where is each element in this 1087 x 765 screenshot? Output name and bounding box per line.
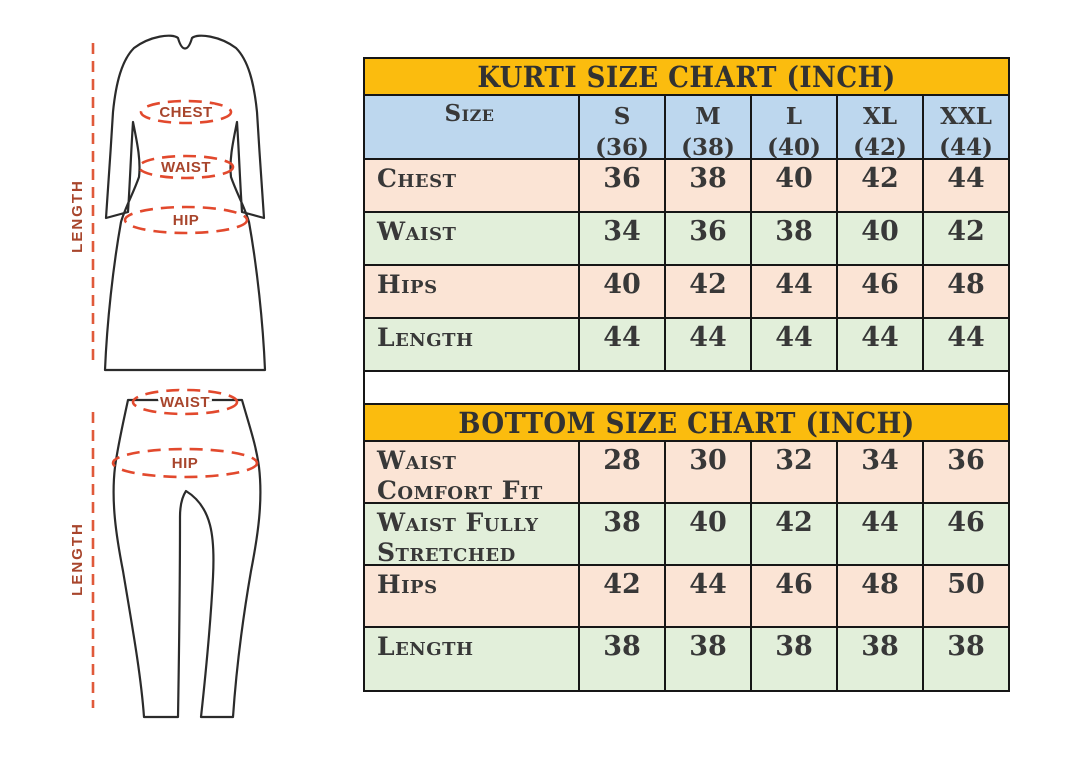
row-label: Hips (365, 566, 580, 626)
row-label: Waist (365, 213, 580, 264)
cell-value: 40 (580, 266, 666, 317)
cell-value: 38 (580, 504, 666, 564)
cell-value: 44 (752, 266, 838, 317)
cell-value: 44 (666, 566, 752, 626)
kurti-length-label: LENGTH (69, 179, 86, 253)
row-label: Waist Fully Stretched (365, 504, 580, 567)
cell-value: 46 (752, 566, 838, 626)
size-number: (44) (939, 134, 993, 162)
cell-value: 32 (752, 442, 838, 502)
table-row-hips: Hips 40 42 44 46 48 (365, 266, 1008, 319)
chart-spacer (365, 372, 1008, 405)
size-code: S (613, 103, 631, 130)
table-row-waist-comfort-fit: Waist Comfort Fit 28 30 32 34 36 (365, 442, 1008, 505)
cell-value: 40 (838, 213, 924, 264)
cell-value: 28 (580, 442, 666, 502)
cell-value: 42 (752, 504, 838, 564)
cell-value: 44 (666, 319, 752, 370)
pants-waist-label: WAIST (160, 394, 210, 411)
row-label: Length (365, 628, 580, 690)
table-row-bottom-hips: Hips 42 44 46 48 50 (365, 566, 1008, 628)
cell-value: 38 (666, 160, 752, 211)
cell-value: 40 (666, 504, 752, 564)
cell-value: 38 (752, 628, 838, 690)
pants-hip-label: HIP (172, 455, 199, 472)
pants-outline (112, 398, 262, 719)
pants-hip-ellipse (111, 447, 259, 479)
kurti-hip-label: HIP (173, 212, 200, 229)
size-tables: KURTI SIZE CHART (INCH) Size S (36) M (3… (363, 57, 1010, 692)
table-row-length: Length 44 44 44 44 44 (365, 319, 1008, 372)
column-header-xxl: XXL (44) (924, 96, 1008, 161)
cell-value: 34 (580, 213, 666, 264)
cell-value: 40 (752, 160, 838, 211)
cell-value: 44 (947, 322, 985, 353)
size-number: (42) (853, 134, 907, 162)
size-header-cell: Size (365, 96, 580, 158)
size-number: (40) (767, 134, 821, 162)
cell-value: 46 (947, 507, 985, 538)
table-row-waist: Waist 34 36 38 40 42 (365, 213, 1008, 266)
pants-length-label: LENGTH (69, 522, 86, 596)
cell-value: 44 (580, 319, 666, 370)
cell-value: 42 (947, 216, 985, 247)
kurti-waist-ellipse (137, 154, 235, 180)
row-label: Hips (365, 266, 580, 317)
cell-value: 38 (666, 628, 752, 690)
size-code: M (695, 103, 721, 130)
size-number: (36) (595, 134, 649, 162)
cell-value: 30 (666, 442, 752, 502)
table-row-chest: Chest 36 38 40 42 44 (365, 160, 1008, 213)
row-label: Chest (365, 160, 580, 211)
cell-value: 48 (947, 269, 985, 300)
cell-value: 48 (838, 566, 924, 626)
cell-value: 42 (580, 566, 666, 626)
kurti-header-row: Size S (36) M (38) L (40) XL (42) XXL (4… (365, 96, 1008, 161)
cell-value: 44 (838, 504, 924, 564)
kurti-chart-title: KURTI SIZE CHART (INCH) (365, 59, 1008, 96)
column-header-m: M (38) (666, 96, 752, 161)
cell-value: 36 (666, 213, 752, 264)
cell-value: 44 (947, 163, 985, 194)
table-row-waist-fully-stretched: Waist Fully Stretched 38 40 42 44 46 (365, 504, 1008, 567)
cell-value: 42 (838, 160, 924, 211)
column-header-xl: XL (42) (838, 96, 924, 161)
size-number: (38) (681, 134, 735, 162)
cell-value: 34 (838, 442, 924, 502)
cell-value: 38 (947, 631, 985, 662)
row-label: Waist Comfort Fit (365, 442, 580, 505)
kurti-garment-diagram: CHEST WAIST HIP LENGTH (69, 34, 267, 372)
size-code: XL (862, 103, 898, 130)
kurti-hip-ellipse (123, 205, 249, 235)
cell-value: 46 (838, 266, 924, 317)
column-header-s: S (36) (580, 96, 666, 161)
column-header-l: L (40) (752, 96, 838, 161)
cell-value: 44 (752, 319, 838, 370)
bottom-garment-diagram: WAIST HIP LENGTH (69, 388, 262, 719)
kurti-waist-label: WAIST (161, 159, 211, 176)
cell-value: 50 (947, 569, 985, 600)
cell-value: 38 (580, 628, 666, 690)
pants-waist-ellipse (131, 388, 239, 416)
kurti-chest-label: CHEST (159, 104, 212, 121)
bottom-chart-title: BOTTOM SIZE CHART (INCH) (365, 405, 1008, 442)
row-label: Length (365, 319, 580, 370)
table-row-bottom-length: Length 38 38 38 38 38 (365, 628, 1008, 690)
cell-value: 36 (580, 160, 666, 211)
cell-value: 44 (838, 319, 924, 370)
size-code: XXL (940, 103, 992, 130)
cell-value: 38 (752, 213, 838, 264)
cell-value: 42 (666, 266, 752, 317)
kurti-outline (103, 34, 267, 372)
kurti-chest-ellipse (139, 99, 233, 125)
cell-value: 38 (838, 628, 924, 690)
size-code: L (785, 103, 803, 130)
cell-value: 36 (947, 445, 985, 476)
